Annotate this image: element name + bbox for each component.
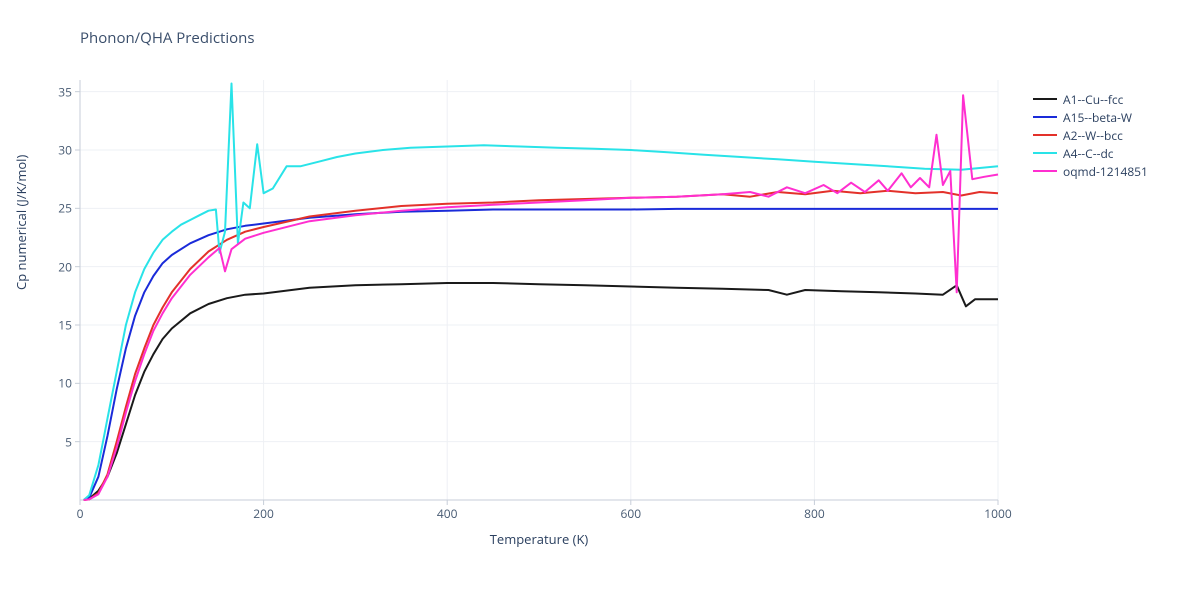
legend-label: A15--beta-W: [1063, 109, 1132, 126]
legend-label: oqmd-1214851: [1063, 163, 1148, 180]
legend-swatch: [1033, 152, 1057, 154]
x-tick-label: 600: [621, 505, 642, 522]
legend-item[interactable]: A2--W--bcc: [1033, 126, 1148, 144]
legend-swatch: [1033, 98, 1057, 100]
legend-swatch: [1033, 134, 1057, 136]
legend-item[interactable]: A1--Cu--fcc: [1033, 90, 1148, 108]
chart-title: Phonon/QHA Predictions: [80, 28, 255, 48]
x-tick-label: 200: [253, 505, 274, 522]
y-tick-label: 5: [42, 433, 72, 450]
x-tick-label: 0: [77, 505, 84, 522]
y-tick-label: 10: [42, 375, 72, 392]
chart-svg: [80, 80, 998, 500]
x-tick-label: 800: [804, 505, 825, 522]
y-tick-label: 15: [42, 317, 72, 334]
y-tick-label: 30: [42, 142, 72, 159]
x-tick-label: 400: [437, 505, 458, 522]
legend-label: A4--C--dc: [1063, 145, 1114, 162]
y-tick-label: 35: [42, 83, 72, 100]
x-tick-label: 1000: [984, 505, 1011, 522]
legend: A1--Cu--fccA15--beta-WA2--W--bccA4--C--d…: [1033, 90, 1148, 180]
legend-label: A2--W--bcc: [1063, 127, 1123, 144]
legend-label: A1--Cu--fcc: [1063, 91, 1123, 108]
legend-item[interactable]: A4--C--dc: [1033, 144, 1148, 162]
legend-item[interactable]: A15--beta-W: [1033, 108, 1148, 126]
legend-swatch: [1033, 116, 1057, 118]
x-axis-label: Temperature (K): [80, 530, 998, 548]
plot-area: [80, 80, 998, 500]
legend-item[interactable]: oqmd-1214851: [1033, 162, 1148, 180]
y-axis-label: Cp numerical (J/K/mol): [12, 155, 30, 290]
y-tick-label: 25: [42, 200, 72, 217]
y-tick-label: 20: [42, 258, 72, 275]
legend-swatch: [1033, 170, 1057, 172]
